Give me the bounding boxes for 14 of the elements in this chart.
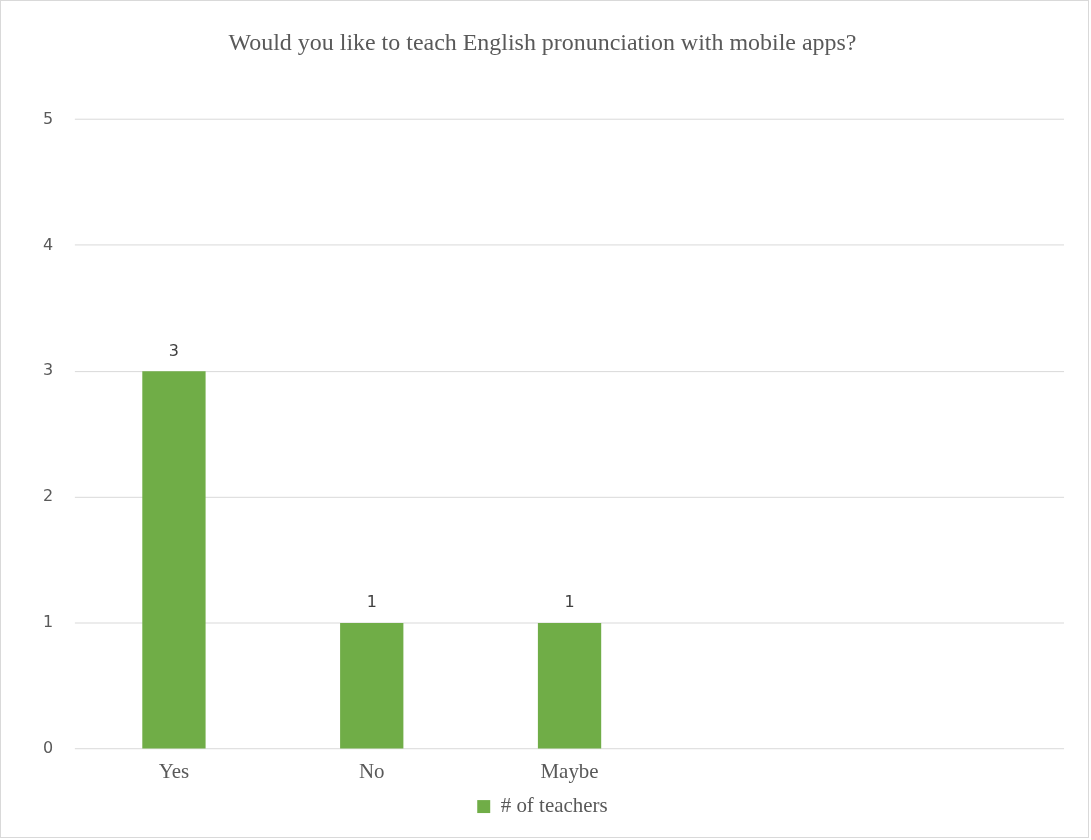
x-tick-label: Yes (158, 759, 190, 784)
data-label: 3 (168, 340, 180, 360)
y-tick-label: 2 (42, 486, 54, 506)
y-tick-label: 5 (42, 108, 54, 128)
y-tick-label: 4 (42, 234, 54, 254)
y-tick-label: 0 (42, 738, 54, 758)
data-label: 1 (564, 592, 575, 612)
x-tick-label: No (358, 759, 385, 784)
y-tick-label: 3 (42, 360, 54, 380)
y-tick-label: 1 (42, 612, 54, 632)
legend-label: # of teachers (500, 793, 608, 818)
data-label: 1 (366, 592, 377, 612)
x-tick-label: Maybe (540, 759, 599, 784)
chart-title: Would you like to teach English pronunciation with mobile apps? (228, 28, 857, 55)
